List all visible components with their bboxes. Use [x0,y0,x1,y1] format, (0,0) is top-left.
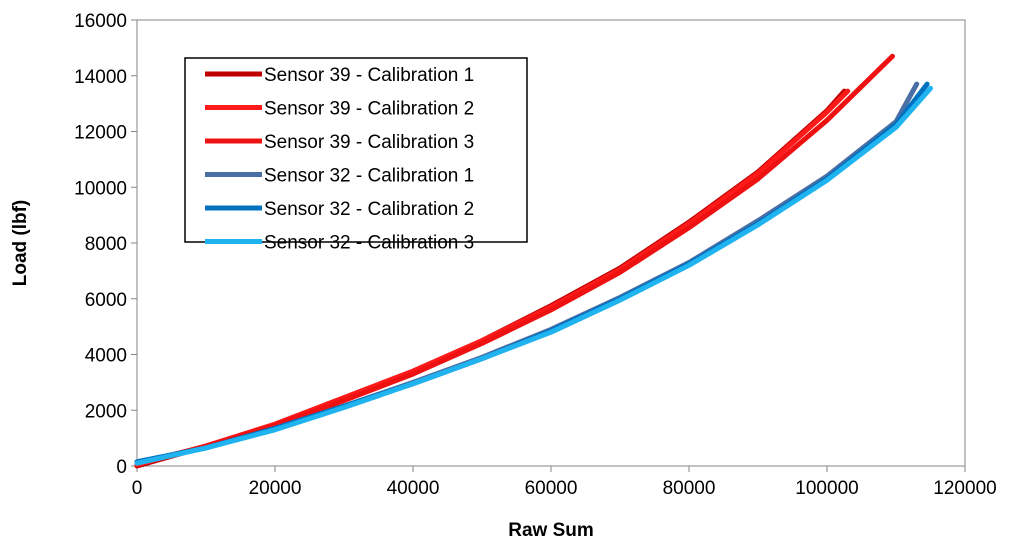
x-tick-label: 20000 [249,478,302,499]
x-tick-label: 80000 [663,478,716,499]
legend-box [184,57,528,243]
x-tick-label: 0 [132,478,143,499]
x-tick-label: 40000 [387,478,440,499]
y-tick-label: 12000 [74,123,127,144]
y-tick-label: 8000 [85,234,127,255]
y-tick-label: 10000 [74,178,127,199]
y-tick-label: 14000 [74,67,127,88]
x-tick-label: 120000 [933,478,996,499]
x-axis-ticks: 0 20000 40000 60000 80000 100000 120000 [132,466,997,499]
x-axis-title: Raw Sum [508,520,594,541]
series-lines [134,53,933,469]
x-tick-label: 60000 [525,478,578,499]
y-axis-title: Load (lbf) [10,200,31,287]
legend-label: Sensor 32 - Calibration 2 [264,199,474,220]
y-tick-label: 16000 [74,11,127,32]
y-axis-ticks: 0 2000 4000 6000 8000 10000 12000 14000 16000 [74,11,137,478]
series-line-6 [134,85,933,466]
legend-label: Sensor 32 - Calibration 3 [264,233,474,254]
x-tick-label: 100000 [795,478,858,499]
legend-label: Sensor 32 - Calibration 1 [264,166,474,187]
y-tick-label: 0 [116,457,127,478]
legend-label: Sensor 39 - Calibration 1 [264,65,474,86]
y-tick-label: 6000 [85,290,127,311]
legend-label: Sensor 39 - Calibration 2 [264,99,474,120]
y-tick-label: 4000 [85,346,127,367]
y-tick-label: 2000 [85,401,127,422]
legend: Sensor 39 - Calibration 1 Sensor 39 - Cal… [184,57,528,254]
legend-label: Sensor 39 - Calibration 3 [264,132,474,153]
